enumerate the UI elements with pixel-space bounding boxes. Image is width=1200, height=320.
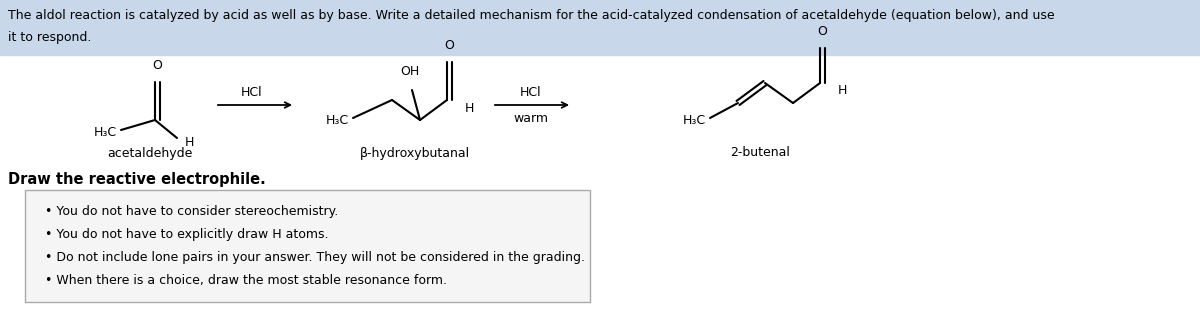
Text: O: O [444,39,454,52]
Text: H₃C: H₃C [326,114,349,126]
Text: H: H [185,135,194,148]
Text: warm: warm [514,111,548,124]
Text: H: H [466,101,474,115]
Text: H: H [838,84,847,97]
Text: H₃C: H₃C [683,114,706,126]
Text: • You do not have to consider stereochemistry.: • You do not have to consider stereochem… [46,205,338,218]
Text: HCl: HCl [241,86,263,100]
Text: • You do not have to explicitly draw H atoms.: • You do not have to explicitly draw H a… [46,228,329,241]
Text: 2-butenal: 2-butenal [730,147,790,159]
Text: it to respond.: it to respond. [8,31,91,44]
Text: The aldol reaction is catalyzed by acid as well as by base. Write a detailed mec: The aldol reaction is catalyzed by acid … [8,10,1055,22]
Text: β-hydroxybutanal: β-hydroxybutanal [360,147,470,159]
Text: • When there is a choice, draw the most stable resonance form.: • When there is a choice, draw the most … [46,274,446,287]
Bar [25,190,590,302]
Text: H₃C: H₃C [94,125,118,139]
Bar [0,0,1200,55]
Text: O: O [152,59,162,72]
Text: • Do not include lone pairs in your answer. They will not be considered in the g: • Do not include lone pairs in your answ… [46,251,586,264]
Text: Draw the reactive electrophile.: Draw the reactive electrophile. [8,172,265,187]
Text: OH: OH [401,65,420,78]
Text: HCl: HCl [520,86,542,100]
Text: acetaldehyde: acetaldehyde [107,147,193,159]
Text: O: O [817,25,827,38]
